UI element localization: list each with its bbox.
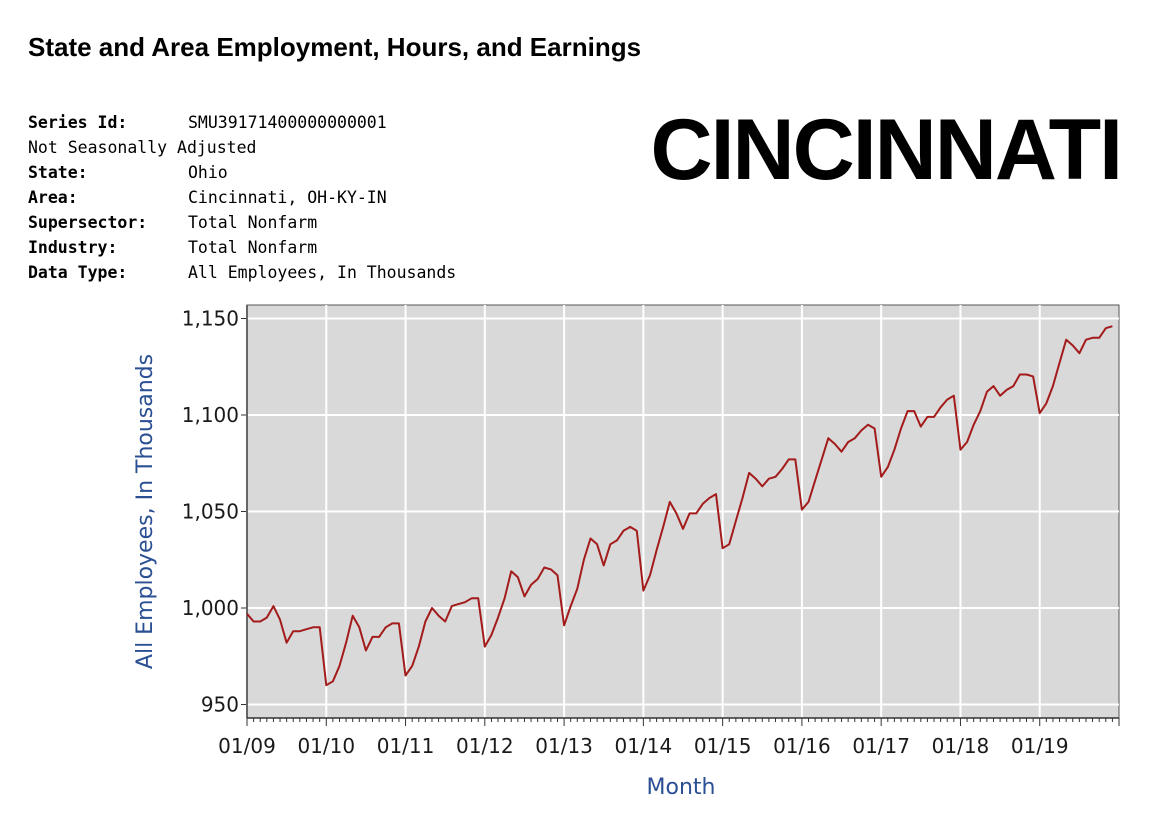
city-title: CINCINNATI: [650, 102, 1123, 198]
supersector-row: Supersector: Total Nonfarm: [28, 210, 456, 235]
x-tick-label: 01/19: [1011, 734, 1069, 758]
x-tick-label: 01/12: [456, 734, 514, 758]
y-tick-label: 1,150: [182, 307, 239, 331]
state-value: Ohio: [188, 163, 228, 182]
state-row: State: Ohio: [28, 160, 456, 185]
series-id-label: Series Id:: [28, 113, 128, 132]
supersector-label: Supersector:: [28, 213, 148, 232]
x-tick-label: 01/11: [377, 734, 435, 758]
x-tick-label: 01/10: [297, 734, 355, 758]
y-tick-label: 950: [201, 692, 239, 716]
area-row: Area: Cincinnati, OH-KY-IN: [28, 185, 456, 210]
series-id-row: Series Id: SMU39171400000000001: [28, 110, 456, 135]
series-info: Series Id: SMU39171400000000001 Not Seaso…: [28, 110, 456, 285]
y-tick-label: 1,100: [182, 403, 239, 427]
x-tick-label: 01/16: [773, 734, 831, 758]
x-tick-label: 01/15: [694, 734, 752, 758]
x-tick-label: 01/18: [932, 734, 990, 758]
area-label: Area:: [28, 188, 78, 207]
data-type-value: All Employees, In Thousands: [188, 263, 457, 282]
series-id-value: SMU39171400000000001: [188, 113, 387, 132]
seasonal-row: Not Seasonally Adjusted: [28, 135, 456, 160]
data-type-label: Data Type:: [28, 263, 128, 282]
data-type-row: Data Type: All Employees, In Thousands: [28, 260, 456, 285]
y-axis-title: All Employees, In Thousands: [133, 354, 158, 669]
seasonal-adjustment-text: Not Seasonally Adjusted: [28, 138, 257, 157]
y-tick-label: 1,050: [182, 500, 239, 524]
industry-row: Industry: Total Nonfarm: [28, 235, 456, 260]
x-tick-label: 01/14: [615, 734, 673, 758]
area-value: Cincinnati, OH-KY-IN: [188, 188, 387, 207]
x-tick-label: 01/13: [535, 734, 593, 758]
series-line: [246, 325, 1113, 687]
supersector-value: Total Nonfarm: [188, 213, 318, 232]
x-tick-label: 01/09: [218, 734, 276, 758]
page-title: State and Area Employment, Hours, and Ea…: [28, 32, 642, 62]
industry-value: Total Nonfarm: [188, 238, 318, 257]
y-tick-label: 1,000: [182, 596, 239, 620]
x-tick-label: 01/17: [852, 734, 910, 758]
industry-label: Industry:: [28, 238, 118, 257]
x-axis-title: Month: [647, 775, 716, 800]
state-label: State:: [28, 163, 88, 182]
